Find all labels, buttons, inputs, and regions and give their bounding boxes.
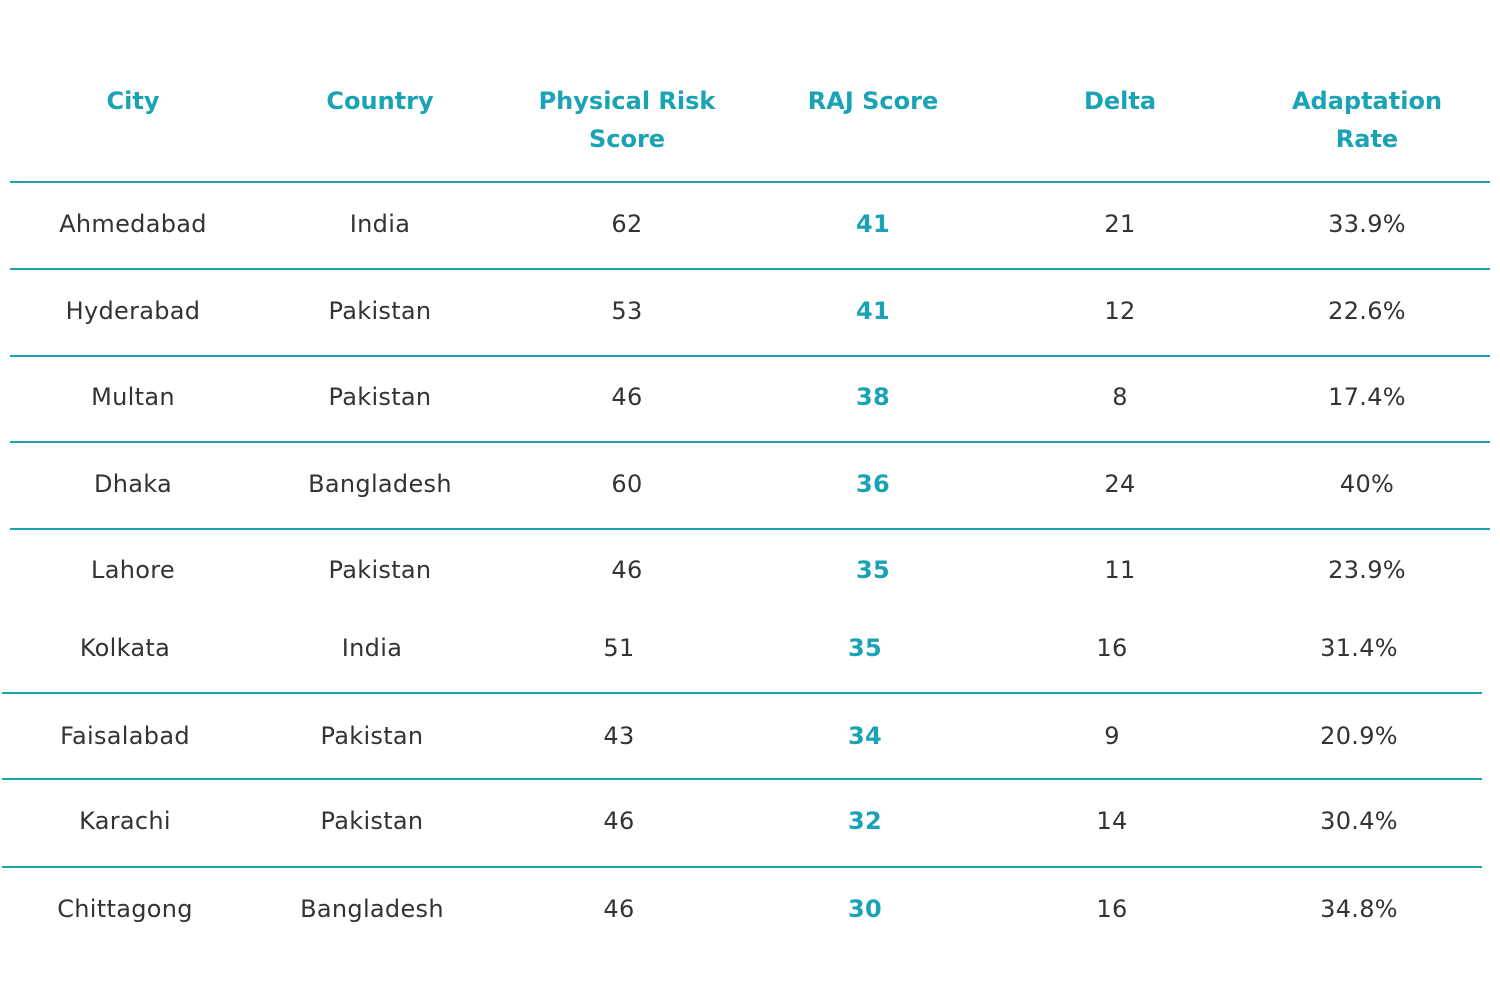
delta-cell: 16: [1096, 895, 1128, 923]
city-cell: Kolkata: [79, 634, 171, 662]
adaptation-rate-cell: 22.6%: [1328, 297, 1406, 325]
raj-score-cell: 38: [856, 383, 890, 411]
delta-cell: 16: [1096, 634, 1128, 662]
physical-risk-score-cell: 53: [611, 297, 643, 325]
city-cell: Faisalabad: [60, 722, 190, 750]
row-divider: [2, 866, 1482, 868]
raj-score-cell: 41: [856, 210, 890, 238]
city-cell: Dhaka: [93, 470, 173, 498]
country-cell: Bangladesh: [308, 470, 452, 498]
delta-cell: 11: [1104, 556, 1136, 584]
row-divider: [2, 692, 1482, 694]
raj-score-cell: 34: [848, 722, 882, 750]
adaptation-rate-cell: 34.8%: [1320, 895, 1398, 923]
delta-cell: 21: [1104, 210, 1136, 238]
country-cell: Pakistan: [320, 807, 424, 835]
adaptation-rate-cell: 17.4%: [1328, 383, 1406, 411]
row-divider: [10, 355, 1490, 357]
raj-score-cell: 32: [848, 807, 882, 835]
physical-risk-score-cell: 60: [611, 470, 643, 498]
adaptation-rate-cell: 20.9%: [1320, 722, 1398, 750]
raj-score-cell: 41: [856, 297, 890, 325]
row-divider: [10, 441, 1490, 443]
header-cell: RAJ Score: [807, 87, 939, 115]
country-cell: India: [341, 634, 403, 662]
physical-risk-score-cell: 46: [603, 895, 635, 923]
country-cell: Pakistan: [328, 383, 432, 411]
adaptation-rate-cell: 33.9%: [1328, 210, 1406, 238]
city-cell: Ahmedabad: [59, 210, 207, 238]
header-cell: City: [106, 87, 160, 115]
country-cell: Bangladesh: [300, 895, 444, 923]
city-cell: Karachi: [79, 807, 171, 835]
row-divider: [10, 181, 1490, 183]
physical-risk-score-cell: 62: [611, 210, 643, 238]
physical-risk-score-cell: 46: [611, 556, 643, 584]
raj-score-cell: 35: [856, 556, 890, 584]
physical-risk-score-cell: 46: [603, 807, 635, 835]
raj-score-cell: 30: [848, 895, 882, 923]
country-cell: Pakistan: [328, 297, 432, 325]
country-cell: Pakistan: [328, 556, 432, 584]
physical-risk-score-cell: 51: [603, 634, 635, 662]
country-cell: India: [349, 210, 411, 238]
row-divider: [10, 268, 1490, 270]
raj-score-cell: 35: [848, 634, 882, 662]
delta-cell: 9: [1104, 722, 1120, 750]
adaptation-rate-cell: 30.4%: [1320, 807, 1398, 835]
physical-risk-score-cell: 46: [611, 383, 643, 411]
adaptation-rate-cell: 31.4%: [1320, 634, 1398, 662]
raj-score-cell: 36: [856, 470, 890, 498]
country-cell: Pakistan: [320, 722, 424, 750]
city-cell: Hyderabad: [65, 297, 201, 325]
header-cell: Physical Risk Score: [538, 87, 716, 153]
city-cell: Multan: [91, 383, 175, 411]
header-cell: Country: [326, 87, 434, 115]
row-divider: [2, 778, 1482, 780]
header-cell: Adaptation Rate: [1291, 87, 1443, 153]
city-cell: Lahore: [91, 556, 175, 584]
delta-cell: 12: [1104, 297, 1136, 325]
row-divider: [10, 528, 1490, 530]
physical-risk-score-cell: 43: [603, 722, 635, 750]
delta-cell: 24: [1104, 470, 1136, 498]
city-cell: Chittagong: [57, 895, 193, 923]
delta-cell: 14: [1096, 807, 1128, 835]
adaptation-rate-cell: 40%: [1339, 470, 1395, 498]
header-cell: Delta: [1083, 87, 1157, 115]
delta-cell: 8: [1112, 383, 1128, 411]
adaptation-rate-cell: 23.9%: [1328, 556, 1406, 584]
